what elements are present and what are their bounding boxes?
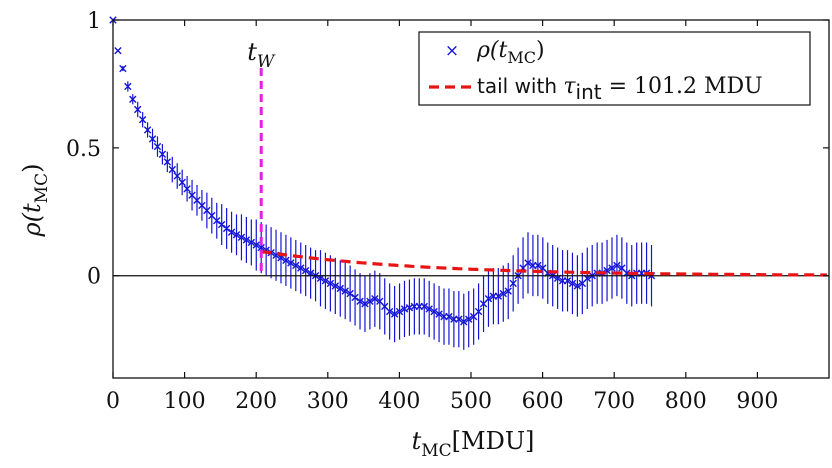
x-tick-label: 600 <box>522 389 564 414</box>
data-point <box>390 310 399 318</box>
data-point <box>292 261 300 270</box>
data-point <box>336 284 344 293</box>
data-point <box>129 95 137 103</box>
x-tick-label: 200 <box>235 389 277 414</box>
x-tick-label: 300 <box>307 389 349 414</box>
data-point <box>222 224 231 233</box>
data-point <box>252 241 260 249</box>
data-point <box>474 307 483 316</box>
data-point <box>341 287 349 295</box>
y-tick-label: 1 <box>87 9 101 34</box>
data-point <box>326 279 335 288</box>
legend-tail-label: tail with τint = 101.2 MDU <box>477 74 763 104</box>
data-point <box>257 243 265 252</box>
data-point <box>331 282 340 290</box>
x-tick-label: 800 <box>665 389 707 414</box>
x-tick-label: 900 <box>736 389 778 414</box>
data-point <box>247 238 256 247</box>
data-point <box>425 305 433 313</box>
data-point <box>371 295 379 303</box>
x-tick-label: 500 <box>450 389 492 414</box>
data-point <box>346 289 354 298</box>
data-point <box>484 295 493 303</box>
data-point <box>148 135 157 143</box>
data-point <box>173 172 181 180</box>
data-point <box>297 264 305 272</box>
data-point <box>183 185 191 193</box>
data-point <box>460 318 468 326</box>
data-point <box>385 307 394 316</box>
data-point <box>499 289 507 298</box>
data-point <box>119 64 127 73</box>
data-point <box>356 297 364 305</box>
data-point <box>227 228 236 236</box>
data-point <box>509 279 517 288</box>
data-point <box>366 297 374 305</box>
x-tick-label: 100 <box>164 389 206 414</box>
data-point <box>494 292 503 300</box>
data-point <box>608 264 616 272</box>
data-point <box>455 315 463 323</box>
legend-marker-icon: × <box>445 41 459 61</box>
data-point <box>158 150 167 158</box>
data-point <box>114 46 122 55</box>
data-point <box>143 126 152 134</box>
legend-series-label: ρ(tMC) <box>476 38 545 67</box>
data-point <box>524 259 532 267</box>
legend: × ρ(tMC) tail with τint = 101.2 MDU <box>418 31 811 106</box>
data-point <box>232 231 241 239</box>
y-tick-label: 0.5 <box>66 137 101 162</box>
data-point <box>395 307 404 316</box>
x-tick-label: 700 <box>593 389 635 414</box>
data-point <box>124 82 132 91</box>
data-point <box>153 142 162 151</box>
data-point <box>534 261 542 270</box>
rho-series <box>109 16 656 350</box>
data-point <box>435 310 443 318</box>
x-tick-label: 400 <box>378 389 420 414</box>
data-point <box>573 282 582 290</box>
data-point <box>361 300 369 308</box>
data-point <box>134 105 142 114</box>
data-point <box>178 178 186 187</box>
y-axis-label: ρ(tMC) <box>18 164 52 238</box>
data-point <box>613 261 621 270</box>
x-axis-ticks: 0 100 200 300 400 500 600 700 800 900 <box>106 20 778 414</box>
data-point <box>287 259 295 267</box>
tw-annotation: tW <box>247 38 276 72</box>
data-point <box>237 233 246 242</box>
x-axis-label: tMC[MDU] <box>412 427 535 461</box>
data-point <box>301 266 310 275</box>
data-point <box>168 165 176 174</box>
data-point <box>430 307 438 316</box>
data-point <box>445 312 453 321</box>
data-point <box>351 293 359 302</box>
y-tick-label: 0 <box>87 265 101 290</box>
data-point <box>138 116 147 124</box>
legend-box <box>418 31 811 106</box>
data-point <box>420 302 428 311</box>
data-point <box>504 287 512 295</box>
x-tick-label: 0 <box>106 389 120 414</box>
tail-fit-curve <box>260 249 827 277</box>
data-point <box>563 277 572 285</box>
data-point <box>242 236 251 244</box>
data-point <box>568 279 577 288</box>
y-axis-ticks: 00.51 <box>66 9 829 290</box>
data-point <box>213 217 221 225</box>
data-point <box>217 220 226 229</box>
data-point <box>321 277 330 285</box>
data-point <box>282 256 290 265</box>
data-point <box>163 158 172 166</box>
data-point <box>465 315 473 323</box>
